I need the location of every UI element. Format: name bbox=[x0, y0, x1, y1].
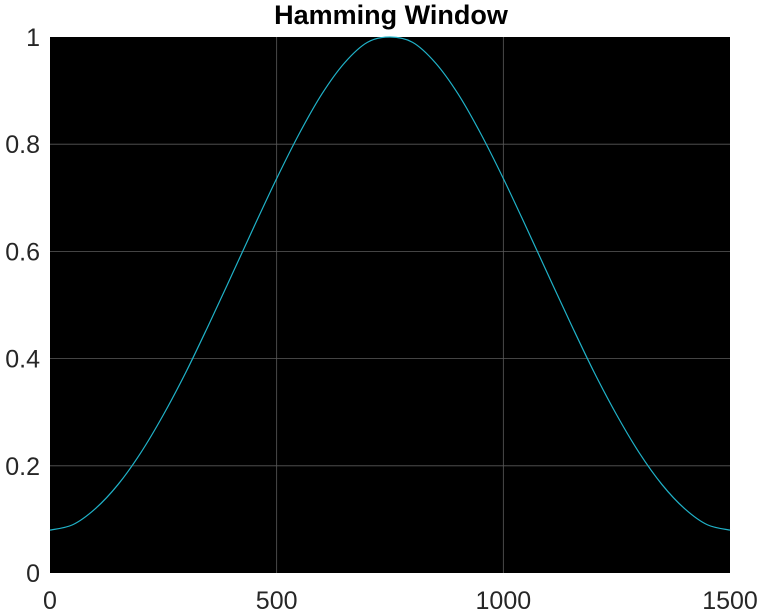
grid-lines bbox=[50, 37, 730, 573]
chart-title: Hamming Window bbox=[274, 0, 509, 30]
x-tick-label-3: 1500 bbox=[702, 587, 758, 615]
x-axis-ticks: 0 500 1000 1500 bbox=[43, 587, 758, 615]
x-tick-label-1: 500 bbox=[256, 587, 298, 615]
series-layer bbox=[49, 36, 731, 531]
y-tick-label-3: 0.6 bbox=[5, 238, 40, 266]
series-line-0 bbox=[49, 36, 731, 531]
y-tick-label-2: 0.4 bbox=[5, 346, 40, 374]
y-tick-label-5: 1 bbox=[26, 24, 40, 52]
plot-area bbox=[50, 37, 730, 573]
y-axis-ticks: 0 0.2 0.4 0.6 0.8 1 bbox=[5, 24, 40, 588]
x-tick-label-2: 1000 bbox=[476, 587, 532, 615]
x-tick-label-0: 0 bbox=[43, 587, 57, 615]
y-tick-label-1: 0.2 bbox=[5, 453, 40, 481]
y-tick-label-0: 0 bbox=[26, 560, 40, 588]
y-tick-label-4: 0.8 bbox=[5, 131, 40, 159]
